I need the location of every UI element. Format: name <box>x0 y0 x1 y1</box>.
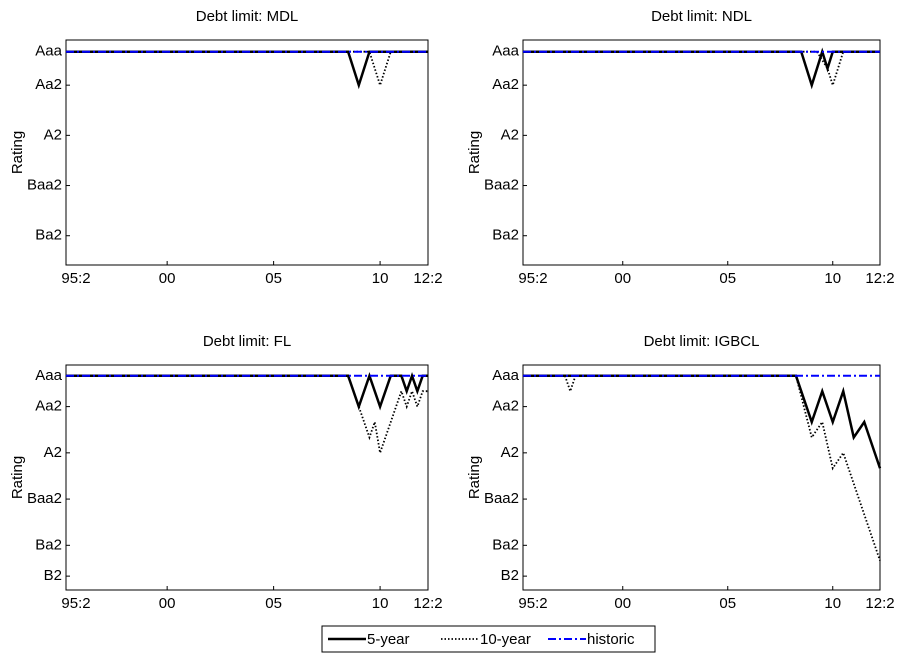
plot-area <box>522 364 881 591</box>
y-axis-label: Rating <box>466 131 483 174</box>
y-tick-label: B2 <box>44 567 62 584</box>
y-axis-label: Rating <box>466 456 483 499</box>
legend-label: historic <box>587 631 635 648</box>
y-axis-label: Rating <box>9 131 26 174</box>
y-tick-label: Ba2 <box>35 536 62 553</box>
x-tick-label: 95:2 <box>61 595 90 612</box>
series-line <box>523 374 881 562</box>
x-tick-label: 12:2 <box>865 595 894 612</box>
legend-label: 10-year <box>480 631 531 648</box>
x-tick-label: 05 <box>265 595 282 612</box>
y-tick-label: A2 <box>44 444 62 461</box>
chart-title: Debt limit: IGBCL <box>644 333 760 350</box>
plot-area <box>65 39 429 266</box>
y-tick-label: Aa2 <box>35 398 62 415</box>
series-line <box>523 374 882 469</box>
x-tick-label: 10 <box>824 270 841 287</box>
y-tick-label: Baa2 <box>27 490 62 507</box>
y-tick-label: Aaa <box>492 43 519 60</box>
y-tick-label: Aaa <box>492 367 519 384</box>
y-tick-label: A2 <box>501 126 519 143</box>
x-tick-label: 10 <box>372 595 389 612</box>
y-tick-label: Ba2 <box>492 536 519 553</box>
y-tick-label: B2 <box>501 567 519 584</box>
chart-title: Debt limit: MDL <box>196 8 299 25</box>
x-tick-label: 00 <box>159 595 176 612</box>
plot-area <box>65 364 429 591</box>
x-tick-label: 95:2 <box>61 270 90 287</box>
chart-title: Debt limit: FL <box>203 333 291 350</box>
x-tick-label: 00 <box>614 270 631 287</box>
legend-box <box>321 625 656 653</box>
y-tick-label: Baa2 <box>27 177 62 194</box>
y-tick-label: Ba2 <box>35 227 62 244</box>
y-tick-label: A2 <box>44 126 62 143</box>
y-tick-label: Ba2 <box>492 227 519 244</box>
x-tick-label: 12:2 <box>413 595 442 612</box>
x-tick-label: 05 <box>719 270 736 287</box>
series-line <box>66 374 428 454</box>
x-tick-label: 10 <box>824 595 841 612</box>
legend: 5-year 10-year historic <box>321 625 656 653</box>
plot-area <box>522 39 881 266</box>
y-tick-label: Aa2 <box>492 398 519 415</box>
x-tick-label: 12:2 <box>865 270 894 287</box>
x-tick-label: 12:2 <box>413 270 442 287</box>
x-tick-label: 95:2 <box>518 595 547 612</box>
y-tick-label: Aa2 <box>492 76 519 93</box>
x-tick-label: 00 <box>159 270 176 287</box>
x-tick-label: 00 <box>614 595 631 612</box>
y-tick-label: Aaa <box>35 367 62 384</box>
x-tick-label: 05 <box>719 595 736 612</box>
y-axis-label: Rating <box>9 456 26 499</box>
y-tick-label: Baa2 <box>484 177 519 194</box>
legend-label: 5-year <box>367 631 410 648</box>
y-tick-label: Aa2 <box>35 76 62 93</box>
y-tick-label: A2 <box>501 444 519 461</box>
x-tick-label: 05 <box>265 270 282 287</box>
x-tick-label: 95:2 <box>518 270 547 287</box>
y-tick-label: Baa2 <box>484 490 519 507</box>
chart-title: Debt limit: NDL <box>651 8 752 25</box>
x-tick-label: 10 <box>372 270 389 287</box>
y-tick-label: Aaa <box>35 43 62 60</box>
